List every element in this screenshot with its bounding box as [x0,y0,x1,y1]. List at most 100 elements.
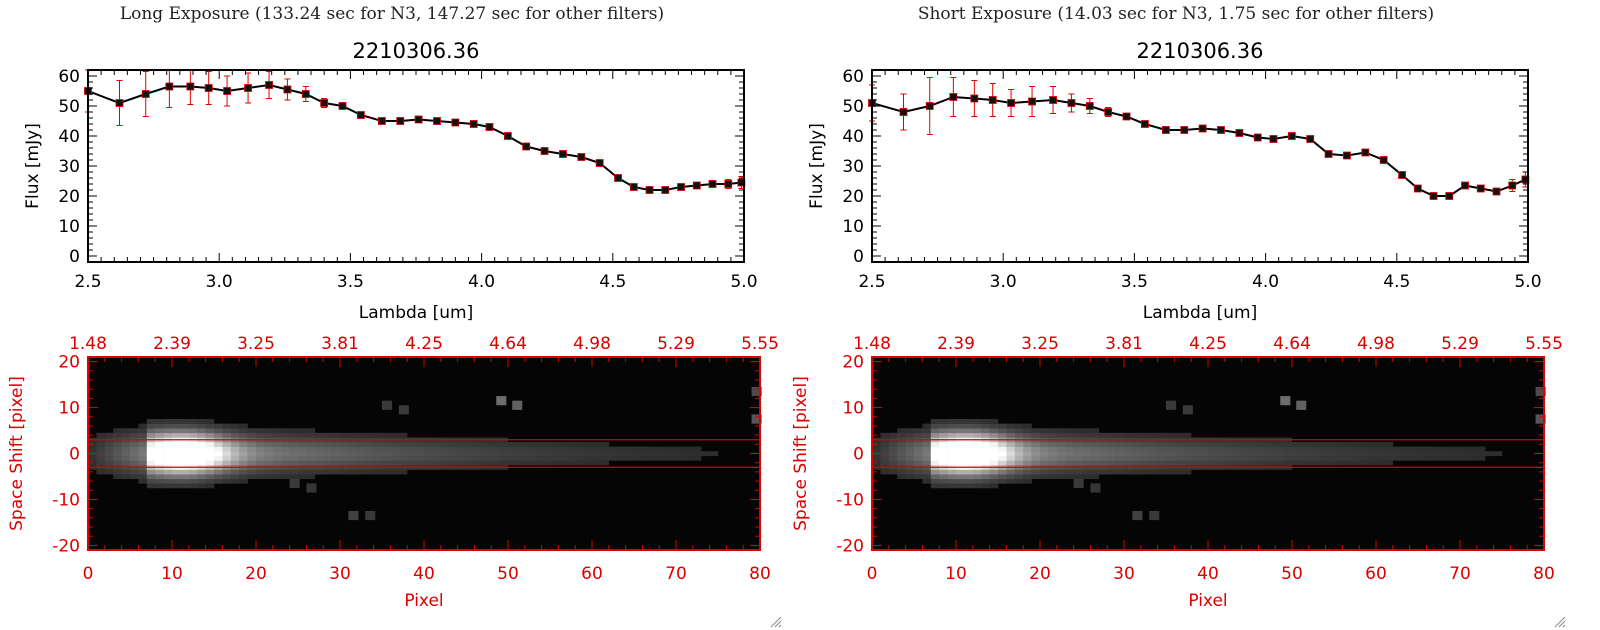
trace-pixel [1485,451,1494,457]
trace-pixel [281,428,290,434]
trace-pixel [650,455,660,461]
trace-pixel [121,455,131,461]
trace-pixel [491,460,500,466]
trace-pixel [432,446,442,452]
trace-pixel [1182,455,1192,461]
data-point [899,108,908,116]
y-tick-label: 60 [842,67,864,87]
data-point [469,120,478,128]
trace-pixel [247,442,257,447]
trace-pixel [880,460,890,466]
trace-pixel [964,451,974,457]
trace-pixel [1056,451,1066,457]
trace-pixel [365,469,374,475]
trace-pixel [939,478,948,484]
trace-pixel [1451,451,1461,457]
trace-pixel [323,455,332,461]
trace-pixel [104,442,114,447]
trace-pixel [905,460,915,466]
trace-pixel [1166,460,1175,466]
trace-pixel [947,478,957,484]
trace-pixel [205,419,215,424]
trace-pixel [922,455,932,461]
trace-pixel [998,446,1007,452]
x-tick-label: 60 [581,564,603,584]
trace-pixel [880,469,890,475]
trace-pixel [348,442,358,447]
trace-pixel [281,469,290,475]
resize-grip-icon[interactable] [1552,614,1566,628]
trace-pixel [491,446,500,452]
trace-pixel [138,451,148,457]
trace-pixel [981,423,990,429]
trace-pixel [281,451,290,457]
trace-pixel [130,469,139,475]
trace-pixel [1056,428,1066,434]
trace-pixel [1300,446,1310,452]
trace-pixel [272,469,282,475]
trace-pixel [205,428,215,434]
trace-pixel [398,460,408,466]
trace-pixel [1409,451,1419,457]
trace-pixel [121,451,131,457]
trace-pixel [499,446,509,452]
trace-pixel [205,474,215,480]
trace-pixel [1124,432,1133,438]
trace-pixel [491,455,500,461]
trace-pixel [964,423,974,429]
trace-pixel [914,469,923,475]
trace-pixel [188,446,198,452]
trace-pixel [989,483,999,489]
data-point [1198,124,1207,133]
trace-pixel [398,442,408,447]
trace-pixel [96,451,106,457]
trace-pixel [897,432,906,438]
trace-pixel [1166,451,1175,457]
trace-pixel [499,442,509,447]
trace-pixel [121,446,131,452]
trace-pixel [180,419,190,424]
resize-grip-icon[interactable] [768,614,782,628]
data-point [677,183,685,191]
trace-pixel [1040,474,1049,480]
trace-pixel [1367,446,1377,452]
trace-pixel [272,474,282,480]
x-tick-label: 30 [329,564,351,584]
data-point [485,123,494,131]
trace-pixel [634,446,643,452]
noise-pixel [382,400,393,410]
trace-pixel [1073,469,1083,475]
trace-pixel [914,474,923,480]
trace-pixel [947,483,957,489]
trace-pixel [407,442,416,447]
trace-pixel [197,428,206,434]
trace-pixel [922,442,932,447]
trace-pixel [956,455,965,461]
trace-pixel [1460,455,1469,461]
trace-pixel [1040,460,1049,466]
trace-pixel [1082,446,1091,452]
trace-pixel [1056,455,1066,461]
y-tick-label: 40 [58,127,80,147]
trace-pixel [130,455,139,461]
trace-pixel [1031,446,1041,452]
trace-pixel [1308,451,1318,457]
trace-pixel [516,460,526,466]
trace-pixel [566,451,576,457]
trace-pixel [256,455,265,461]
trace-pixel [650,451,660,457]
trace-pixel [306,469,316,475]
trace-pixel [1359,446,1368,452]
trace-pixel [1031,455,1041,461]
trace-pixel [1023,432,1032,438]
trace-pixel [155,469,164,475]
trace-pixel [264,446,274,452]
trace-pixel [214,432,223,438]
trace-pixel [298,428,307,434]
data-point [115,99,124,107]
trace-pixel [348,446,358,452]
trace-pixel [947,474,957,480]
trace-pixel [550,460,559,466]
trace-pixel [972,432,982,438]
trace-pixel [314,442,324,447]
